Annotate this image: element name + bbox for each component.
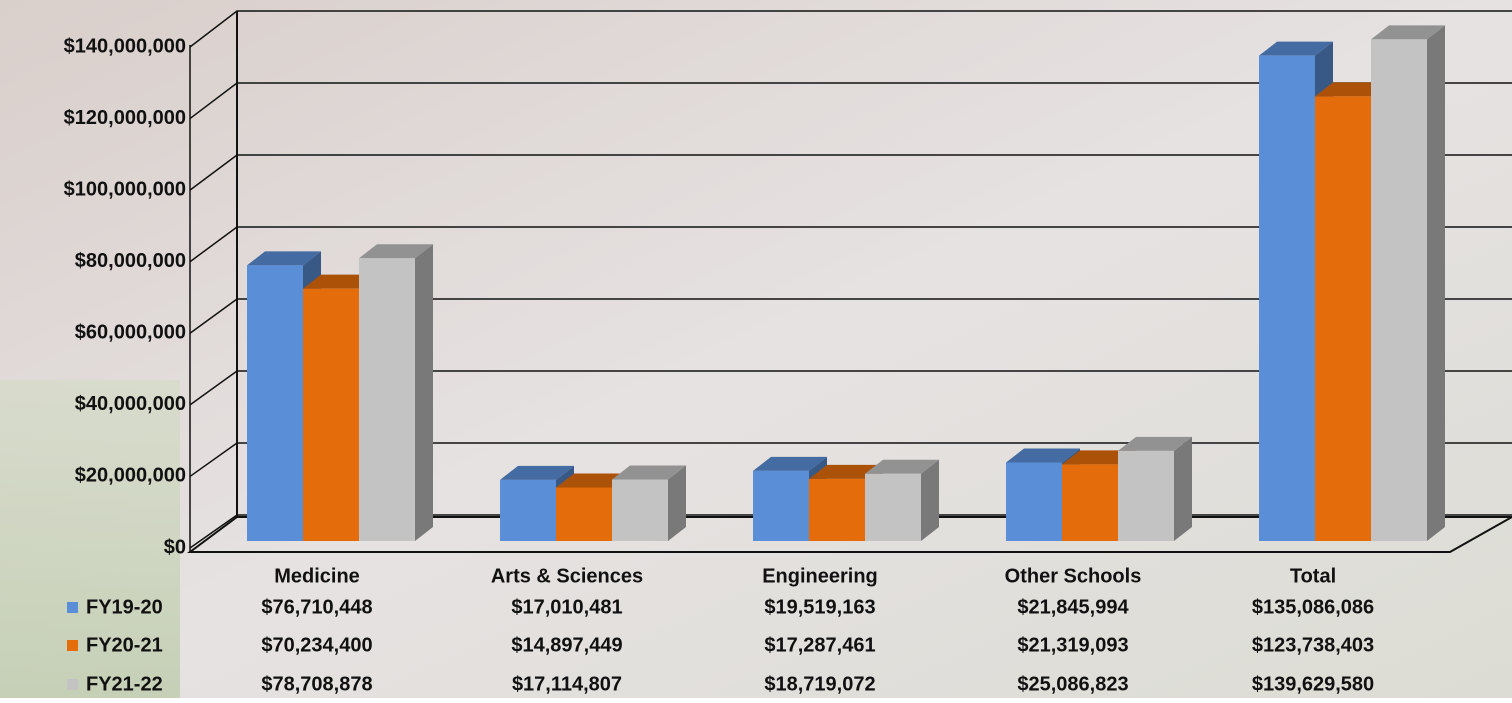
x-tick-label: Other Schools [1005,565,1142,587]
table-value: $21,845,994 [1017,596,1129,618]
table-value: $25,086,823 [1017,673,1128,695]
y-tick-label: $0 [164,536,186,558]
x-tick-label: Arts & Sciences [491,565,643,587]
bar [809,479,865,541]
table-value: $76,710,448 [261,596,372,618]
table-value: $70,234,400 [261,634,372,656]
table-value: $18,719,072 [764,673,875,695]
legend-label: FY21-22 [86,673,163,695]
table-value: $135,086,086 [1252,596,1374,618]
bar-side [921,460,939,541]
bar [1006,463,1062,541]
legend-label: FY19-20 [86,596,163,618]
bar-side [1427,25,1445,541]
y-tick-label: $120,000,000 [64,107,186,129]
bar [1315,96,1371,541]
table-value: $78,708,878 [261,673,372,695]
x-tick-label: Medicine [274,565,360,587]
bar [865,474,921,541]
legend-swatch [67,640,78,651]
table-value: $17,010,481 [511,596,622,618]
y-tick-label: $80,000,000 [75,250,186,272]
bar [1118,451,1174,541]
bar [247,265,303,541]
table-value: $17,114,807 [512,673,622,695]
table-value: $17,287,461 [764,634,875,656]
bar [556,487,612,541]
y-tick-label: $20,000,000 [75,465,186,487]
chart: $0 $20,000,000 $40,000,000 $60,000,000 $80,0… [0,0,1512,698]
legend-label: FY20-21 [86,634,163,656]
y-tick-label: $100,000,000 [64,178,186,200]
y-tick-label: $40,000,000 [75,393,186,415]
bar [500,480,556,541]
y-tick-label: $140,000,000 [64,35,186,57]
x-tick-label: Engineering [762,565,878,587]
bar [1259,56,1315,541]
bar-side [415,244,433,541]
bar [1062,464,1118,541]
bar [612,480,668,541]
table-value: $14,897,449 [511,634,622,656]
table-value: $19,519,163 [764,596,875,618]
bar-side [1174,437,1192,541]
y-tick-label: $60,000,000 [75,322,186,344]
table-value: $123,738,403 [1252,634,1374,656]
bar [359,258,415,541]
legend-swatch [67,602,78,613]
table-value: $139,629,580 [1252,673,1374,695]
x-tick-label: Total [1290,565,1336,587]
legend-swatch [67,679,78,690]
bar [753,471,809,541]
bar [303,289,359,541]
bar [1371,39,1427,541]
table-value: $21,319,093 [1017,634,1128,656]
